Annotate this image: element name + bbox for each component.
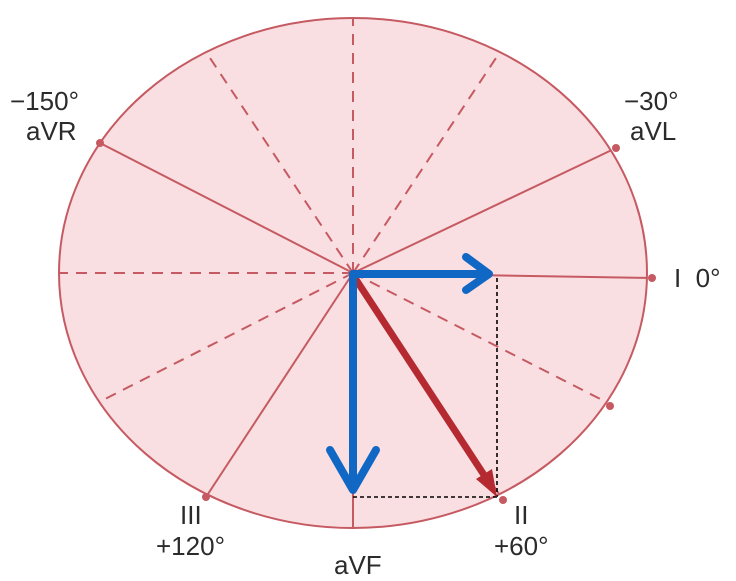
avl-axis [352,147,617,274]
negative-lead-iii-axis [352,51,501,274]
lead-ii-angle-label: +60° [494,531,549,561]
lead-ii-label: II [514,500,528,530]
avf-lead-label: aVF [334,550,382,580]
vertical-component-arrow [326,270,380,494]
negative-avr-endpoint-dot [606,402,614,410]
lead-iii-axis [205,272,354,498]
avr-lead-label: aVR [26,116,77,146]
avl-lead-label: aVL [630,116,676,146]
lead-i-endpoint-dot [648,274,656,282]
lead-iii-angle-label: +120° [156,531,225,561]
negative-avl-axis [102,272,354,401]
negative-lead-ii-axis [205,51,354,274]
avr-axis [99,142,354,274]
lead-iii-label: III [180,500,202,530]
avl-angle-label: −30° [624,86,679,116]
avr-angle-label: −150° [10,86,79,116]
avl-endpoint-dot [612,144,620,152]
negative-avr-axis [352,272,611,405]
lead-ii-endpoint-dot [499,496,507,504]
horizontal-component-arrow [349,253,493,294]
lead-i-label: I 0° [674,263,721,293]
lead-iii-endpoint-dot [202,493,210,501]
avr-endpoint-dot [96,139,104,147]
mean-axis-vector [349,271,497,497]
